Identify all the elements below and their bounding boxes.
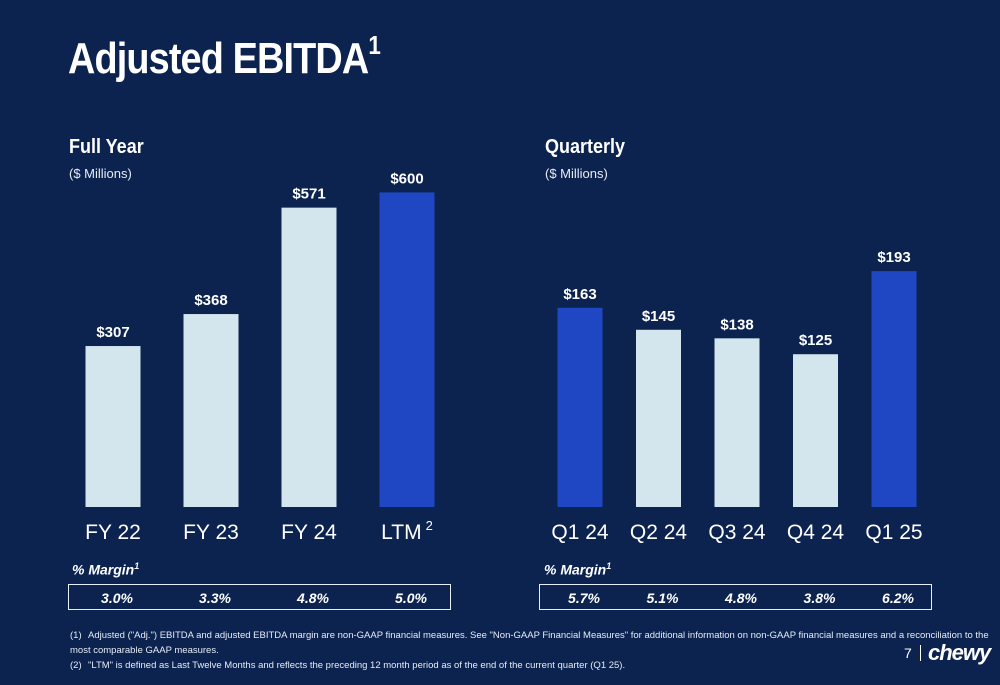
quarterly-value-label-3: $138: [720, 316, 753, 333]
quarterly-bar-4: [793, 354, 838, 507]
footnote-2: (2) "LTM" is defined as Last Twelve Month…: [70, 660, 626, 671]
quarterly-bar-3: [714, 338, 760, 507]
quarterly-category-label-4: Q4 24: [787, 521, 845, 544]
page-title: Adjusted EBITDA1: [68, 30, 381, 83]
quarterly-chart-subtitle: ($ Millions): [545, 166, 608, 181]
quarterly-category-label-5: Q1 25: [865, 521, 922, 544]
full-year-value-label-3: $571: [292, 186, 325, 203]
footnotes: (1) Adjusted ("Adj.") EBITDA and adjusted…: [70, 628, 1000, 673]
quarterly-value-label-1: $163: [563, 286, 596, 303]
chewy-logo: chewy: [928, 640, 991, 665]
quarterly-value-label-5: $193: [877, 249, 910, 266]
quarterly-bar-5: [871, 271, 917, 507]
full-year-margin-title: % Margin1: [72, 561, 140, 578]
full-year-category-label-1: FY 22: [85, 521, 141, 544]
full-year-value-label-1: $307: [96, 324, 129, 341]
page-number: 7: [904, 645, 912, 661]
full-year-value-label-4: $600: [390, 170, 423, 187]
quarterly-category-label-1: Q1 24: [551, 521, 609, 544]
full-year-category-label-2: FY 23: [183, 521, 239, 544]
full-year-margin-value-3: 4.8%: [297, 590, 329, 606]
quarterly-margin-box: 5.7% 5.1% 4.8% 3.8% 6.2%: [539, 584, 932, 610]
full-year-margin-value-4: 5.0%: [395, 590, 427, 606]
full-year-category-label-3: FY 24: [281, 521, 337, 544]
quarterly-bar-2: [636, 329, 681, 507]
quarterly-margin-value-4: 3.8%: [803, 590, 836, 606]
quarterly-bar-1: [557, 307, 603, 507]
quarterly-value-label-4: $125: [799, 332, 832, 349]
full-year-chart-subtitle: ($ Millions): [69, 166, 132, 181]
full-year-value-label-2: $368: [194, 292, 227, 309]
quarterly-margin-value-5: 6.2%: [882, 590, 914, 606]
full-year-bar-4: [379, 192, 435, 507]
full-year-margin-value-1: 3.0%: [101, 590, 133, 606]
full-year-bar-3: [281, 207, 337, 507]
full-year-bar-1: [85, 346, 141, 507]
quarterly-category-label-3: Q3 24: [708, 521, 766, 544]
full-year-margin-box: 3.0% 3.3% 4.8% 5.0%: [68, 584, 451, 610]
full-year-chart-title: Full Year: [69, 136, 144, 158]
quarterly-chart-title: Quarterly: [545, 136, 626, 158]
quarterly-category-label-2: Q2 24: [630, 521, 688, 544]
quarterly-margin-value-2: 5.1%: [646, 590, 679, 606]
quarterly-margin-title: % Margin1: [544, 561, 612, 578]
quarterly-margin-value-1: 5.7%: [568, 590, 600, 606]
footnote-1: (1) Adjusted ("Adj.") EBITDA and adjusted…: [70, 630, 989, 656]
full-year-bar-2: [183, 314, 239, 507]
quarterly-margin-value-3: 4.8%: [725, 590, 757, 606]
full-year-margin-value-2: 3.3%: [199, 590, 231, 606]
quarterly-value-label-2: $145: [642, 308, 675, 325]
page-divider: [920, 645, 921, 661]
full-year-category-label-4: LTM 2: [381, 518, 433, 544]
